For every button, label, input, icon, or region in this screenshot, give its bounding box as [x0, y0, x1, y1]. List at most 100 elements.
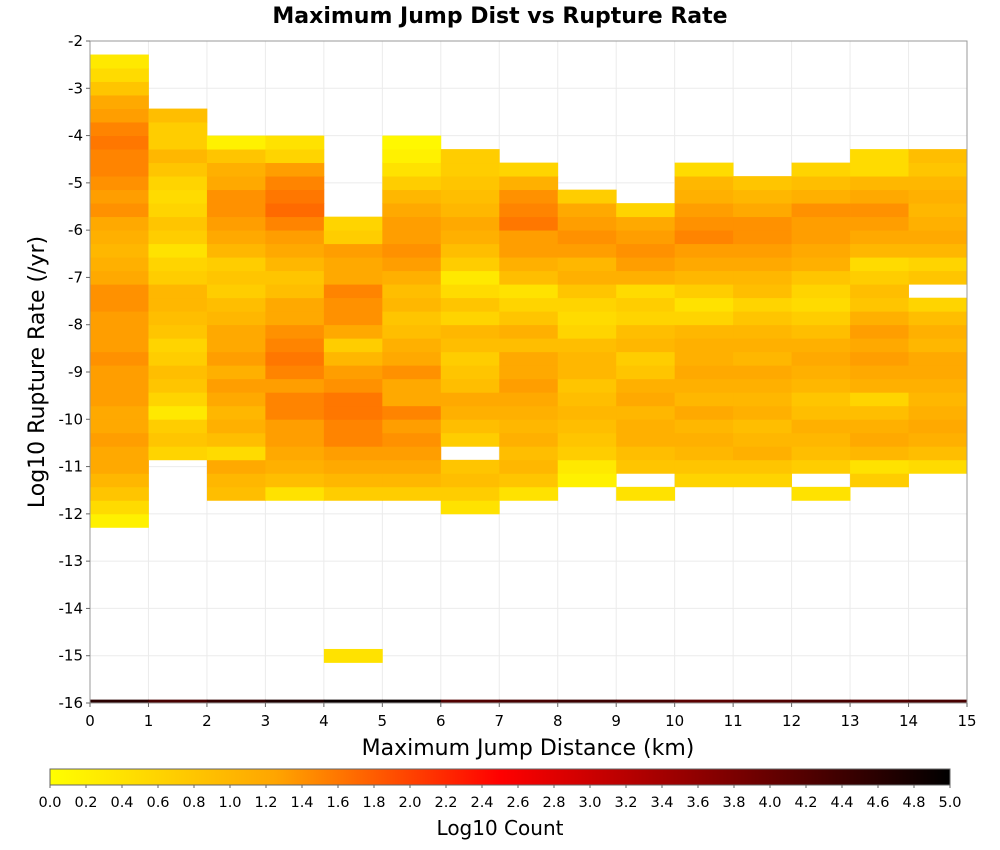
heatmap-cell [382, 419, 442, 434]
heatmap-cell [440, 243, 500, 258]
colorbar-tick-label: 1.6 [326, 795, 349, 811]
heatmap-cell [733, 203, 792, 218]
heatmap-cell [499, 203, 559, 218]
heatmap-cell [499, 446, 559, 461]
heatmap-cell [382, 257, 442, 272]
heatmap-cell [382, 203, 442, 218]
heatmap-cell [440, 432, 500, 447]
colorbar-tick-label: 4.2 [794, 795, 817, 811]
heatmap-cell [733, 324, 792, 339]
heatmap-cell [382, 405, 442, 420]
heatmap-cell [850, 351, 909, 366]
heatmap-cell [850, 338, 909, 353]
heatmap-cell [265, 473, 325, 488]
heatmap-cell [323, 257, 383, 272]
heatmap-cell [616, 419, 676, 434]
heatmap-cell [382, 446, 442, 461]
heatmap-cell [90, 513, 149, 528]
heatmap-cell [557, 473, 617, 488]
heatmap-cell [557, 284, 617, 299]
heatmap-cell [674, 243, 734, 258]
heatmap-cell [557, 311, 617, 326]
heatmap-cell [499, 405, 559, 420]
heatmap-cell [265, 459, 325, 474]
colorbar-tick-label: 3.0 [578, 795, 601, 811]
heatmap-cell [791, 257, 851, 272]
heatmap-cell [440, 162, 500, 177]
heatmap-cell [323, 297, 383, 312]
heatmap-cell [850, 378, 909, 393]
heatmap-cell [440, 297, 500, 312]
heatmap-cell [90, 324, 149, 339]
heatmap-cell [908, 203, 968, 218]
heatmap-cell [90, 365, 149, 380]
heatmap-cell [850, 284, 909, 299]
heatmap-cell [791, 392, 851, 407]
y-tick-label: -10 [59, 410, 84, 428]
heatmap-cell [499, 162, 559, 177]
heatmap-cell [323, 473, 383, 488]
heatmap-cell [616, 324, 676, 339]
heatmap-cell [733, 176, 792, 191]
heatmap-cell [90, 203, 149, 218]
heatmap-cell [908, 365, 968, 380]
heatmap-cell [440, 338, 500, 353]
colorbar-tick-label: 4.6 [866, 795, 889, 811]
heatmap-cell [908, 378, 968, 393]
heatmap-cell [557, 243, 617, 258]
heatmap-cell [206, 459, 266, 474]
heatmap-cell [440, 351, 500, 366]
heatmap-cell [850, 459, 909, 474]
colorbar-tick-label: 1.0 [218, 795, 241, 811]
heatmap-cell [674, 311, 734, 326]
heatmap-cell [674, 405, 734, 420]
heatmap-cell [148, 108, 208, 123]
y-tick-label: -14 [59, 599, 84, 617]
heatmap-cell [616, 311, 676, 326]
heatmap-cell [265, 419, 325, 434]
heatmap-cell [90, 446, 149, 461]
heatmap-cell [90, 189, 149, 204]
heatmap-cell [499, 230, 559, 245]
heatmap-cell [499, 284, 559, 299]
heatmap-cell [382, 486, 442, 501]
heatmap-cell [382, 324, 442, 339]
heatmap-cell [440, 699, 500, 703]
heatmap-cell [674, 459, 734, 474]
heatmap-cell [323, 243, 383, 258]
heatmap-cell [674, 365, 734, 380]
heatmap-cell [674, 432, 734, 447]
heatmap-cell [791, 405, 851, 420]
colorbar-label: Log10 Count [437, 816, 564, 840]
heatmap-cell [733, 365, 792, 380]
heatmap-cell [733, 473, 792, 488]
heatmap-cell [499, 459, 559, 474]
heatmap-cell [674, 270, 734, 285]
colorbar-tick-label: 3.8 [722, 795, 745, 811]
heatmap-cell [791, 297, 851, 312]
heatmap-cell [850, 405, 909, 420]
colorbar-tick-label: 2.6 [506, 795, 529, 811]
heatmap-cell [908, 297, 968, 312]
heatmap-cell [90, 338, 149, 353]
heatmap-cell [499, 324, 559, 339]
heatmap-cell [206, 257, 266, 272]
heatmap-cell [148, 270, 208, 285]
heatmap-cell [148, 446, 208, 461]
heatmap-cell [616, 699, 676, 703]
heatmap-cell [733, 257, 792, 272]
heatmap-cell [733, 189, 792, 204]
heatmap-cell [148, 432, 208, 447]
heatmap-cell [440, 149, 500, 164]
heatmap-cell [733, 216, 792, 231]
colorbar-tick-label: 4.0 [758, 795, 781, 811]
y-tick-label: -7 [68, 268, 83, 286]
heatmap-cell [323, 699, 383, 703]
heatmap-cell [382, 311, 442, 326]
heatmap-cell [850, 324, 909, 339]
heatmap-cell [90, 473, 149, 488]
heatmap-cell [674, 216, 734, 231]
heatmap-cell [148, 419, 208, 434]
heatmap-cell [323, 378, 383, 393]
heatmap-cell [440, 486, 500, 501]
